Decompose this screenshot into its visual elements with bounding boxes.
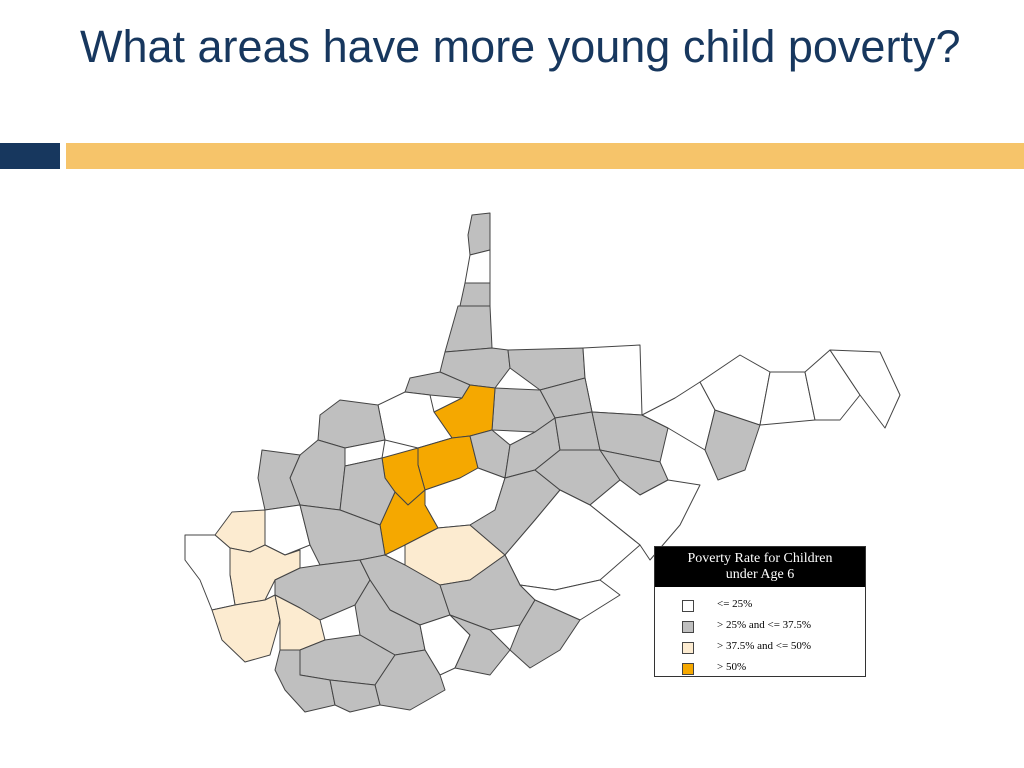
county [829, 349, 901, 429]
county [274, 559, 371, 621]
legend-item: > 25% and <= 37.5% [655, 616, 865, 637]
county [374, 649, 446, 711]
county [509, 599, 581, 669]
county [582, 344, 643, 416]
legend-swatch [682, 621, 694, 633]
legend-swatch [682, 663, 694, 675]
county [444, 305, 493, 353]
legend-item: > 37.5% and <= 50% [655, 637, 865, 658]
slide-title: What areas have more young child poverty… [80, 21, 961, 72]
legend-swatch [682, 642, 694, 654]
county [184, 534, 236, 611]
county [467, 212, 491, 256]
county [464, 249, 491, 284]
legend-label: > 50% [717, 661, 747, 673]
county [704, 409, 761, 481]
county [591, 411, 669, 463]
county [377, 391, 453, 449]
accent-bar-blue [0, 143, 60, 169]
legend-label: <= 25% [717, 598, 753, 610]
accent-bar-gold [66, 143, 1024, 169]
county [329, 679, 381, 713]
legend-title-line1: Poverty Rate for Children [687, 551, 833, 566]
legend-title-line2: under Age 6 [725, 567, 795, 582]
legend-label: > 37.5% and <= 50% [717, 640, 812, 652]
county [804, 349, 861, 421]
legend-item: > 50% [655, 658, 865, 679]
county [317, 399, 386, 449]
county [449, 614, 511, 676]
county [459, 282, 491, 307]
legend-item: <= 25% [655, 595, 865, 616]
legend-label: > 25% and <= 37.5% [717, 619, 812, 631]
west-virginia-county-map [184, 212, 901, 713]
map-legend: Poverty Rate for Children under Age 6 <=… [654, 546, 866, 677]
legend-title: Poverty Rate for Children under Age 6 [655, 547, 865, 587]
legend-swatch [682, 600, 694, 612]
